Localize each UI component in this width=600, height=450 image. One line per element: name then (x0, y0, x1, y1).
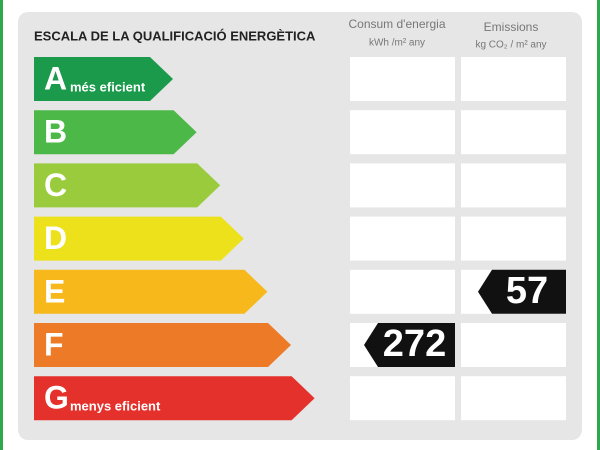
cell (350, 163, 455, 208)
rating-letter: B (44, 114, 67, 150)
title: ESCALA DE LA QUALIFICACIÓ ENERGÈTICA (34, 28, 316, 43)
rating-badge (478, 269, 566, 314)
cell (461, 323, 566, 367)
rating-label: més eficient (70, 79, 146, 94)
rating-letter: E (44, 273, 65, 309)
rating-letter: A (44, 60, 67, 96)
cell (350, 110, 455, 155)
rating-arrow (34, 323, 291, 367)
cell (461, 57, 566, 101)
cell (350, 376, 455, 421)
rating-letter: D (44, 220, 67, 256)
cell (350, 216, 455, 261)
rating-value: 272 (383, 323, 446, 365)
rating-value: 57 (506, 270, 548, 312)
rating-letter: G (44, 380, 69, 416)
cell (350, 269, 455, 314)
rating-arrow (34, 110, 197, 155)
cell (461, 216, 566, 261)
rating-arrow (34, 57, 173, 101)
cell (461, 376, 566, 421)
column-header: Emissions (484, 20, 539, 34)
cell (461, 110, 566, 155)
column-header: Consum d'energia (348, 17, 445, 31)
rating-arrow (34, 163, 221, 208)
column-unit: kg CO₂ / m² any (475, 40, 546, 51)
rating-arrow (34, 376, 315, 421)
rating-arrow (34, 269, 268, 314)
rating-arrow (34, 216, 244, 261)
cell (350, 57, 455, 101)
column-unit: kWh /m² any (369, 38, 425, 49)
rating-badge (364, 323, 455, 367)
cell (461, 163, 566, 208)
rating-letter: F (44, 326, 64, 362)
rating-letter: C (44, 167, 67, 203)
rating-label: menys eficient (70, 399, 161, 414)
